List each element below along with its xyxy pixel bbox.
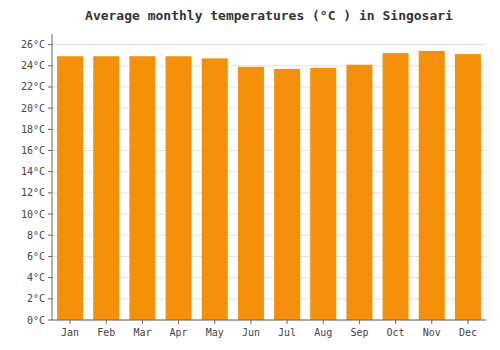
x-tick bbox=[214, 320, 215, 324]
x-tick bbox=[250, 320, 251, 324]
x-tick-label: Feb bbox=[97, 327, 115, 338]
y-tick bbox=[48, 86, 52, 87]
grid-line bbox=[52, 320, 486, 321]
y-tick-label: 12°C bbox=[21, 187, 45, 198]
x-tick bbox=[431, 320, 432, 324]
chart-svg: Average monthly temperatures (°C ) in Si… bbox=[0, 0, 500, 350]
x-tick-label: Sep bbox=[350, 327, 368, 338]
y-tick-label: 4°C bbox=[27, 272, 45, 283]
y-tick-label: 26°C bbox=[21, 39, 45, 50]
bar bbox=[57, 56, 83, 320]
y-tick-label: 22°C bbox=[21, 81, 45, 92]
bar bbox=[455, 54, 481, 320]
y-tick bbox=[48, 150, 52, 151]
x-tick-label: Aug bbox=[314, 327, 332, 338]
x-axis-line bbox=[52, 320, 486, 321]
y-tick bbox=[48, 65, 52, 66]
x-tick-label: Dec bbox=[459, 327, 477, 338]
x-tick-label: Nov bbox=[423, 327, 441, 338]
x-tick bbox=[359, 320, 360, 324]
y-tick bbox=[48, 44, 52, 45]
chart-container: Average monthly temperatures (°C ) in Si… bbox=[0, 0, 500, 350]
x-tick-label: Oct bbox=[387, 327, 405, 338]
y-tick-label: 6°C bbox=[27, 251, 45, 262]
x-tick-label: May bbox=[206, 327, 224, 338]
y-tick-label: 8°C bbox=[27, 230, 45, 241]
y-tick-label: 10°C bbox=[21, 209, 45, 220]
y-tick bbox=[48, 277, 52, 278]
x-tick bbox=[467, 320, 468, 324]
y-tick-label: 16°C bbox=[21, 145, 45, 156]
y-tick-label: 2°C bbox=[27, 293, 45, 304]
y-tick bbox=[48, 320, 52, 321]
y-tick bbox=[48, 108, 52, 109]
x-tick bbox=[323, 320, 324, 324]
bar bbox=[238, 67, 264, 320]
bar bbox=[202, 58, 228, 320]
y-tick-label: 0°C bbox=[27, 315, 45, 326]
bar bbox=[93, 56, 119, 320]
y-tick bbox=[48, 192, 52, 193]
y-tick-label: 24°C bbox=[21, 60, 45, 71]
x-tick bbox=[70, 320, 71, 324]
x-tick-label: Jun bbox=[242, 327, 260, 338]
bar bbox=[274, 69, 300, 320]
bar bbox=[383, 53, 409, 320]
x-tick bbox=[142, 320, 143, 324]
x-tick-label: Apr bbox=[170, 327, 188, 338]
bar bbox=[166, 56, 192, 320]
y-tick bbox=[48, 171, 52, 172]
y-tick-label: 20°C bbox=[21, 103, 45, 114]
y-tick bbox=[48, 129, 52, 130]
x-tick-label: Mar bbox=[133, 327, 151, 338]
y-tick-label: 18°C bbox=[21, 124, 45, 135]
y-tick bbox=[48, 235, 52, 236]
bars bbox=[57, 51, 481, 320]
x-tick bbox=[178, 320, 179, 324]
bar bbox=[419, 51, 445, 320]
x-axis: Jan Feb Mar Apr May Jun Jul Aug Sep Oct Nov Dec bbox=[52, 320, 486, 338]
y-tick bbox=[48, 256, 52, 257]
x-tick bbox=[395, 320, 396, 324]
grid-line bbox=[52, 44, 486, 45]
x-tick bbox=[287, 320, 288, 324]
x-tick bbox=[106, 320, 107, 324]
y-tick bbox=[48, 298, 52, 299]
bar bbox=[310, 68, 336, 320]
y-tick-label: 14°C bbox=[21, 166, 45, 177]
y-axis: 0°C 2°C 4°C 6°C 8°C 10°C 12°C 14°C 16°C 18°C 20°C 2… bbox=[21, 34, 52, 326]
bar bbox=[346, 65, 372, 320]
x-tick-label: Jul bbox=[278, 327, 296, 338]
grid bbox=[52, 45, 486, 320]
chart-title: Average monthly temperatures (°C ) in Si… bbox=[85, 8, 453, 23]
x-tick-label: Jan bbox=[61, 327, 79, 338]
y-tick bbox=[48, 214, 52, 215]
bar bbox=[129, 56, 155, 320]
y-axis-line bbox=[52, 34, 53, 320]
